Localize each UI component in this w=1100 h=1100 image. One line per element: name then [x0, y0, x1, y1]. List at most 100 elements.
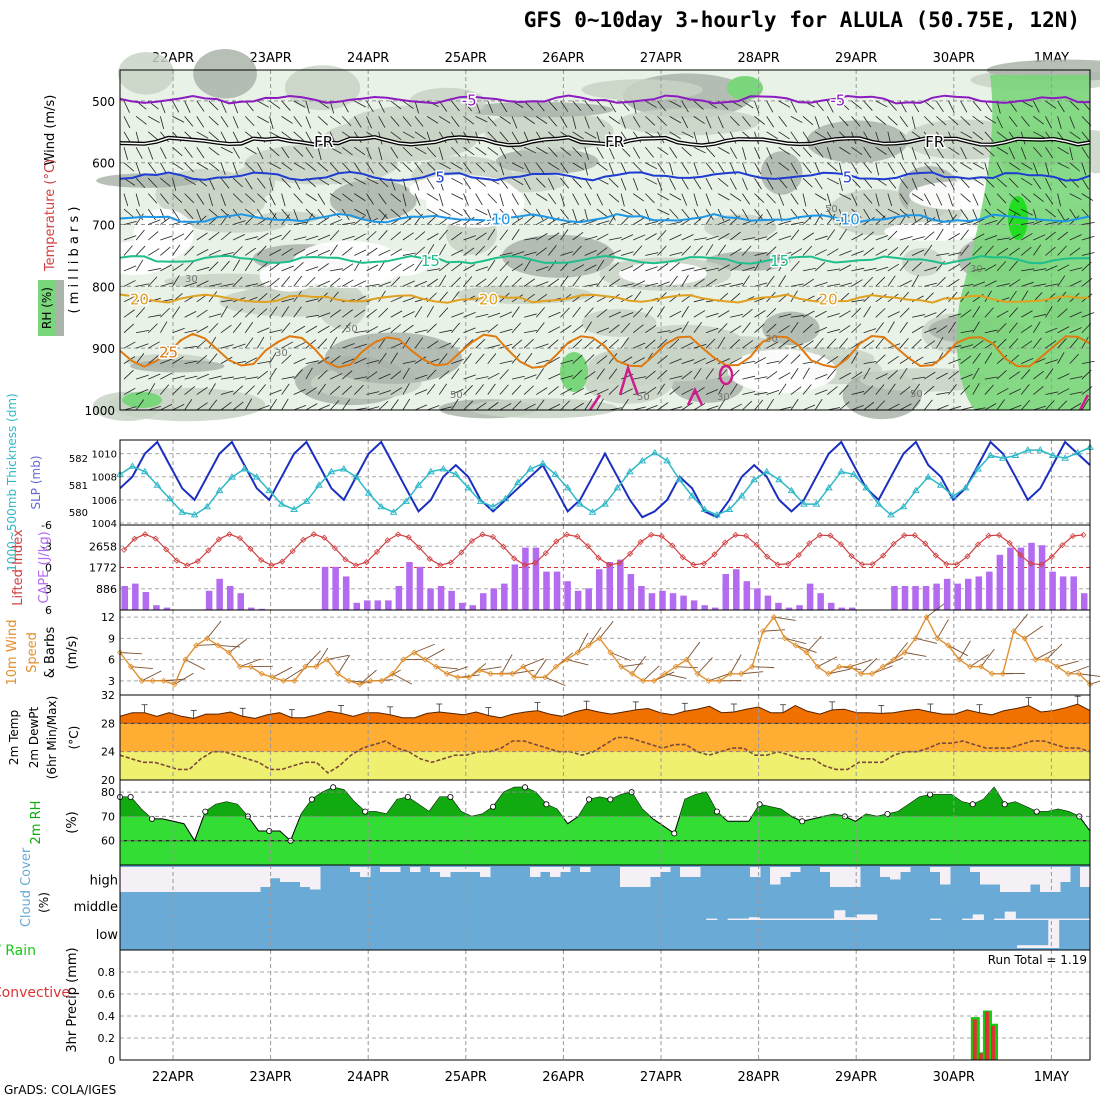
wind-barb: [790, 260, 800, 272]
wind-barb: [742, 162, 748, 176]
wind-speed-point: [792, 642, 799, 649]
wind-barb: [341, 322, 351, 333]
wind-barb: [220, 252, 234, 256]
wind-barb: [184, 116, 194, 127]
wind-barb: [244, 337, 254, 349]
wind-barb: [135, 307, 146, 318]
wind-barb: [899, 367, 908, 380]
wind-barb: [717, 116, 724, 129]
wind-barb: [851, 279, 863, 287]
wind-barb: [717, 336, 726, 349]
wind-barb: [1057, 231, 1069, 241]
wind-barb: [499, 193, 504, 207]
wind-barb: [827, 329, 840, 334]
wind-barb: [123, 406, 137, 411]
wind-barb: [826, 193, 832, 207]
wind-barb: [596, 368, 605, 380]
cape-bar: [153, 605, 160, 610]
temperature-area: [119, 703, 1091, 724]
wind-barb: [911, 193, 924, 201]
wind-barb: [742, 322, 751, 333]
wind-barb: [754, 399, 764, 411]
wind-barb: [1008, 147, 1016, 160]
wind-barb: [438, 147, 444, 160]
wind-barb: [899, 147, 904, 160]
thickness-point: [165, 494, 174, 502]
wind-barb: [693, 100, 704, 110]
wind-barb: [996, 387, 1009, 395]
wind-barb: [632, 162, 643, 173]
wind-barb: [572, 177, 582, 188]
rh2m-point: [927, 791, 934, 798]
wind-barb: [1008, 177, 1019, 188]
wind-barb: [960, 131, 973, 139]
wind-barb: [378, 352, 387, 364]
wind-barb: [487, 353, 497, 364]
wind-speed-point: [313, 663, 320, 670]
wind-barb: [208, 375, 222, 380]
wind-barb: [645, 370, 656, 380]
wind-barb: [657, 369, 668, 380]
wind-barb: [851, 116, 861, 127]
thickness-point: [389, 508, 398, 515]
wind-barb: [802, 215, 813, 225]
wind-barb: [426, 369, 437, 380]
wind-barb: [354, 208, 366, 216]
rh-contour-label: 50: [450, 390, 463, 401]
wind-barb: [414, 162, 424, 174]
wind-barb: [451, 193, 464, 200]
wind-barb: [948, 345, 962, 349]
wind-barb: [632, 178, 639, 191]
wind-barb: [1008, 338, 1019, 349]
temp-tick: 32: [101, 689, 115, 702]
wind-barb: [681, 321, 689, 333]
wind-barb: [1021, 100, 1033, 108]
wind-barb: [875, 308, 886, 318]
wind-barb: [414, 259, 423, 272]
wind-barb: [814, 193, 827, 201]
wind-barb: [366, 193, 374, 205]
wind-barb: [645, 325, 657, 334]
wind-barb: [208, 208, 220, 218]
wind-barb: [572, 354, 583, 364]
wind-barb: [572, 245, 582, 256]
cloud-clear-bar: [830, 867, 841, 887]
wind-barb: [329, 177, 342, 185]
wind-barb: [354, 330, 368, 334]
wind-speed-point: [171, 681, 178, 688]
wind-barb: [827, 313, 840, 318]
wind-barb: [887, 193, 893, 207]
wind-barb: [475, 208, 488, 216]
wind-barb: [633, 376, 647, 380]
wind-barb: [196, 232, 208, 241]
rh2m-point: [490, 803, 497, 810]
cape-bar: [680, 595, 687, 610]
wind-barb: [729, 116, 740, 126]
wind-barb: [426, 383, 436, 395]
contour-label: 20: [130, 291, 149, 309]
wind-barb: [1045, 221, 1059, 225]
wind-barb: [281, 276, 291, 287]
wind-barb: [317, 116, 328, 126]
lifted-index-point: [943, 560, 950, 568]
cloud-clear-bar: [130, 867, 141, 892]
wind-barb: [984, 264, 997, 272]
wind-barb: [426, 215, 437, 225]
wind-barb: [887, 383, 896, 395]
wind-barb: [184, 360, 198, 365]
wind-barb: [608, 368, 618, 380]
wind-barb: [1033, 147, 1043, 158]
wind-barb: [536, 359, 549, 365]
wind-barb: [281, 383, 290, 395]
wind-barb: [392, 673, 413, 685]
wind-barb: [305, 360, 319, 365]
cloud-clear-bar: [750, 867, 761, 877]
thickness-point: [961, 483, 970, 491]
wind-barb: [838, 178, 843, 191]
cloud-clear-bar: [580, 867, 591, 872]
lifted-index-point: [1038, 561, 1045, 568]
wind-barb: [244, 162, 255, 173]
pressure-tick: 600: [92, 157, 115, 171]
wind-barb: [1021, 268, 1035, 272]
wind-speed-point: [400, 656, 407, 663]
